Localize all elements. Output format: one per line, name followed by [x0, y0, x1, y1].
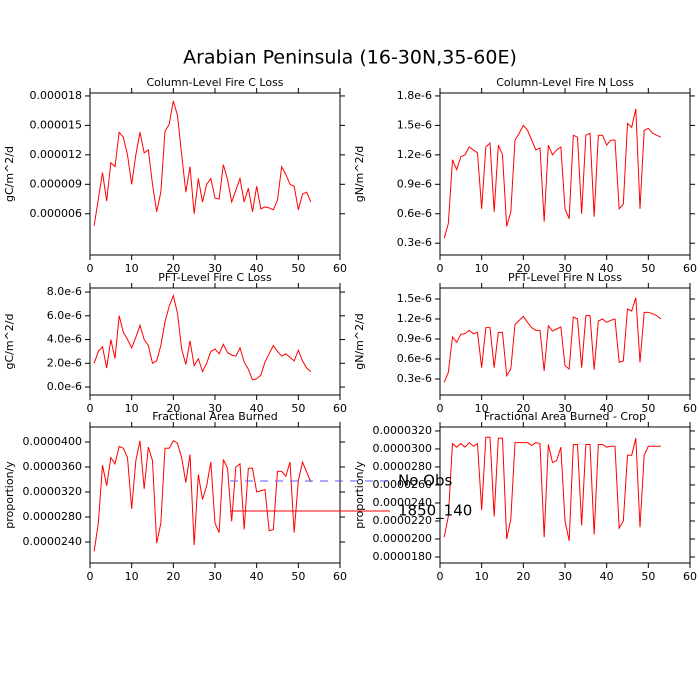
x-tick-label: 10 — [125, 570, 139, 583]
legend-label: 1850_140 — [398, 502, 472, 521]
x-tick-label: 40 — [250, 402, 264, 415]
y-tick-label: 1.5e-6 — [397, 292, 432, 305]
y-axis-label: proportion/y — [3, 461, 16, 529]
y-tick-label: 1.5e-6 — [397, 118, 432, 131]
x-tick-label: 30 — [208, 402, 222, 415]
y-tick-label: 0.3e-6 — [397, 236, 432, 249]
panel-title: Fractional Area Burned - Crop — [484, 410, 646, 423]
panel-title: PFT-Level Fire C Loss — [158, 271, 272, 284]
panel-title: Column-Level Fire N Loss — [496, 76, 634, 89]
x-tick-label: 30 — [558, 402, 572, 415]
figure-title: Arabian Peninsula (16-30N,35-60E) — [183, 47, 517, 69]
x-tick-label: 50 — [291, 570, 305, 583]
y-tick-label: 0.0000200 — [373, 532, 433, 545]
data-line — [93, 100, 312, 226]
y-tick-label: 0.6e-6 — [397, 352, 432, 365]
y-tick-label: 8.0e-6 — [47, 285, 82, 298]
x-tick-label: 0 — [87, 402, 94, 415]
y-tick-label: 2.0e-6 — [47, 356, 82, 369]
x-tick-label: 40 — [600, 402, 614, 415]
x-tick-label: 0 — [87, 570, 94, 583]
x-tick-label: 40 — [250, 262, 264, 275]
x-tick-label: 60 — [683, 570, 697, 583]
x-tick-label: 10 — [475, 570, 489, 583]
x-tick-label: 0 — [437, 570, 444, 583]
x-tick-label: 10 — [475, 402, 489, 415]
y-tick-label: 0.0000240 — [373, 496, 433, 509]
data-line — [93, 440, 312, 552]
y-tick-label: 6.0e-6 — [47, 309, 82, 322]
x-tick-label: 40 — [600, 570, 614, 583]
y-tick-label: 0.0000400 — [23, 435, 83, 448]
x-tick-label: 20 — [166, 262, 180, 275]
data-line — [443, 297, 662, 383]
x-tick-label: 20 — [516, 570, 530, 583]
x-tick-label: 50 — [291, 262, 305, 275]
y-tick-label: 0.000015 — [30, 118, 83, 131]
y-axis-label: gN/m^2/d — [353, 146, 366, 203]
x-tick-label: 60 — [333, 570, 347, 583]
y-tick-label: 0.0000320 — [373, 424, 433, 437]
y-axis-label: proportion/y — [353, 461, 366, 529]
y-tick-label: 1.8e-6 — [397, 89, 432, 102]
x-tick-label: 40 — [600, 262, 614, 275]
x-tick-label: 30 — [558, 262, 572, 275]
y-tick-label: 0.0000360 — [23, 460, 83, 473]
y-tick-label: 0.000006 — [30, 207, 83, 220]
y-tick-label: 0.0000280 — [373, 460, 433, 473]
y-tick-label: 0.6e-6 — [397, 207, 432, 220]
x-tick-label: 10 — [125, 402, 139, 415]
x-tick-label: 60 — [333, 262, 347, 275]
y-tick-label: 1.2e-6 — [397, 312, 432, 325]
panel-title: Fractional Area Burned — [152, 410, 278, 423]
y-tick-label: 1.2e-6 — [397, 148, 432, 161]
data-line — [443, 108, 662, 239]
x-tick-label: 60 — [683, 402, 697, 415]
data-line — [443, 436, 661, 541]
y-axis-label: gN/m^2/d — [353, 313, 366, 370]
y-tick-label: 0.0e-6 — [47, 380, 82, 393]
y-tick-label: 0.9e-6 — [397, 332, 432, 345]
y-tick-label: 0.0000180 — [373, 550, 433, 563]
x-tick-label: 20 — [516, 262, 530, 275]
x-tick-label: 50 — [641, 402, 655, 415]
x-tick-label: 50 — [291, 402, 305, 415]
panel-title: Column-Level Fire C Loss — [146, 76, 283, 89]
y-tick-label: 0.3e-6 — [397, 372, 432, 385]
y-tick-label: 0.0000280 — [23, 510, 83, 523]
x-tick-label: 20 — [166, 570, 180, 583]
y-tick-label: 4.0e-6 — [47, 333, 82, 346]
x-tick-label: 60 — [683, 262, 697, 275]
x-tick-label: 10 — [125, 262, 139, 275]
panel-title: PFT-Level Fire N Loss — [508, 271, 622, 284]
y-tick-label: 0.000018 — [30, 89, 83, 102]
x-tick-label: 60 — [333, 402, 347, 415]
x-tick-label: 0 — [87, 262, 94, 275]
x-tick-label: 0 — [437, 402, 444, 415]
y-tick-label: 0.0000300 — [373, 442, 433, 455]
x-tick-label: 40 — [250, 570, 264, 583]
x-tick-label: 50 — [641, 262, 655, 275]
x-tick-label: 30 — [208, 570, 222, 583]
y-tick-label: 0.0000240 — [23, 535, 83, 548]
x-tick-label: 20 — [516, 402, 530, 415]
x-tick-label: 0 — [437, 262, 444, 275]
y-tick-label: 0.000012 — [30, 148, 83, 161]
data-line — [93, 293, 312, 381]
x-tick-label: 50 — [641, 570, 655, 583]
x-tick-label: 20 — [166, 402, 180, 415]
y-tick-label: 0.0000220 — [373, 514, 433, 527]
y-tick-label: 0.000009 — [30, 177, 83, 190]
y-axis-label: gC/m^2/d — [3, 314, 16, 370]
x-tick-label: 30 — [558, 570, 572, 583]
y-tick-label: 0.0000320 — [23, 485, 83, 498]
legend-label: No Obs — [398, 472, 452, 490]
x-tick-label: 30 — [208, 262, 222, 275]
y-tick-label: 0.9e-6 — [397, 177, 432, 190]
x-tick-label: 10 — [475, 262, 489, 275]
y-axis-label: gC/m^2/d — [3, 146, 16, 202]
